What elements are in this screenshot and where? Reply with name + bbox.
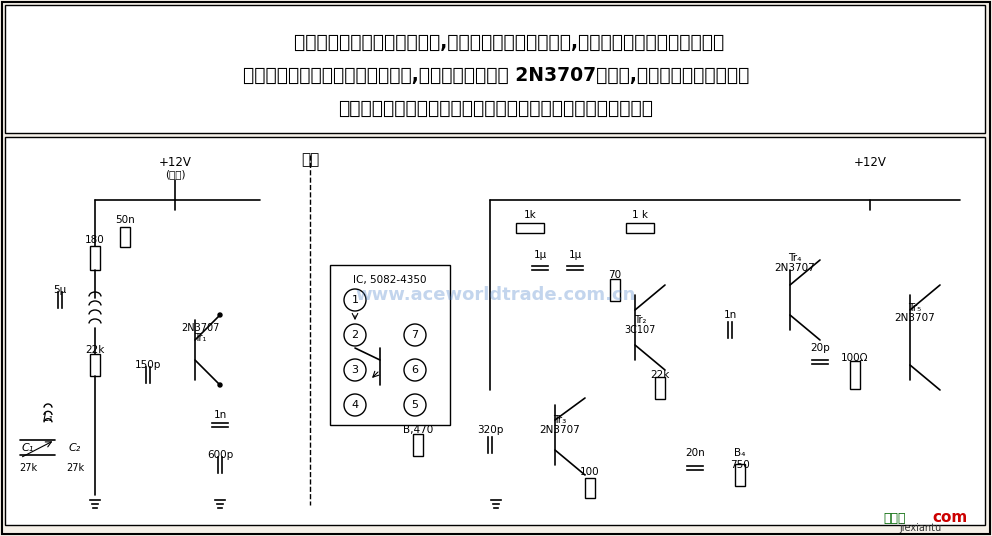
Text: 1n: 1n <box>213 410 226 420</box>
Text: 接线图: 接线图 <box>884 511 907 525</box>
Circle shape <box>218 383 222 387</box>
Text: 750: 750 <box>730 460 750 470</box>
Text: 1 k: 1 k <box>632 210 648 220</box>
Text: 3C107: 3C107 <box>624 325 656 335</box>
Bar <box>120 227 130 247</box>
Text: 22k: 22k <box>85 345 105 355</box>
Text: IC, 5082-4350: IC, 5082-4350 <box>353 275 427 285</box>
Text: C₂: C₂ <box>68 443 81 453</box>
Text: 100: 100 <box>580 467 600 477</box>
FancyBboxPatch shape <box>5 5 985 133</box>
Text: 5: 5 <box>412 400 419 410</box>
Text: Tr₅: Tr₅ <box>909 303 922 313</box>
Text: 2N3707: 2N3707 <box>895 313 935 323</box>
Bar <box>626 223 654 233</box>
Bar <box>655 377 665 399</box>
Circle shape <box>218 313 222 317</box>
Text: 6: 6 <box>412 365 419 375</box>
Text: 600p: 600p <box>207 450 233 460</box>
Text: 20n: 20n <box>685 448 705 458</box>
Text: Tr₁: Tr₁ <box>193 333 206 343</box>
Text: 4: 4 <box>351 400 358 410</box>
Text: 2N3707: 2N3707 <box>540 425 580 435</box>
Text: 2N3707: 2N3707 <box>775 263 815 273</box>
Bar <box>850 361 860 389</box>
Text: 150p: 150p <box>135 360 161 370</box>
Text: 1μ: 1μ <box>534 250 547 260</box>
Text: Tr₃: Tr₃ <box>554 415 566 425</box>
Text: 2: 2 <box>351 330 358 340</box>
Text: 5μ: 5μ <box>54 285 66 295</box>
Text: 影响。振荡器采用发射极耦合电路,晶体管为低噪声的 2N3707。此外,还给出了输出放大器和: 影响。振荡器采用发射极耦合电路,晶体管为低噪声的 2N3707。此外,还给出了输… <box>243 65 749 85</box>
Text: B₄: B₄ <box>734 448 746 458</box>
Text: 1μ: 1μ <box>568 250 581 260</box>
Text: 7: 7 <box>412 330 419 340</box>
Text: L₁: L₁ <box>43 413 54 423</box>
Bar <box>90 354 100 376</box>
Text: 2N3707: 2N3707 <box>181 323 219 333</box>
Bar <box>413 434 423 456</box>
Text: 22k: 22k <box>651 370 670 380</box>
Text: 1: 1 <box>351 295 358 305</box>
Text: 1k: 1k <box>524 210 537 220</box>
Text: 自动幅度控制电路。本电路为业余无线电爱好者用设备而设计。: 自动幅度控制电路。本电路为业余无线电爱好者用设备而设计。 <box>338 99 654 117</box>
Text: 27k: 27k <box>19 463 37 473</box>
Bar <box>516 223 544 233</box>
Bar <box>735 464 745 486</box>
Text: 100Ω: 100Ω <box>841 353 869 363</box>
Text: C₁: C₁ <box>22 443 34 453</box>
Text: jiexiantu: jiexiantu <box>899 523 941 533</box>
Text: Tr₂: Tr₂ <box>634 315 646 325</box>
Text: 该电路具有长时间频率稳定性,可以忽略环境温度的变化,并且消除了脉动负载对频率的: 该电路具有长时间频率稳定性,可以忽略环境温度的变化,并且消除了脉动负载对频率的 <box>268 33 724 51</box>
Text: 320p: 320p <box>477 425 503 435</box>
Text: Tr₄: Tr₄ <box>789 253 802 263</box>
Text: 20p: 20p <box>810 343 830 353</box>
Text: 27k: 27k <box>65 463 84 473</box>
Text: com: com <box>932 510 967 525</box>
Text: 屏蔽: 屏蔽 <box>301 153 319 167</box>
Text: 50n: 50n <box>115 215 135 225</box>
Bar <box>330 265 450 425</box>
Text: +12V: +12V <box>853 157 887 169</box>
Bar <box>610 279 620 301</box>
Bar <box>90 246 100 270</box>
Text: (稳压): (稳压) <box>165 169 186 179</box>
FancyBboxPatch shape <box>5 137 985 525</box>
Text: B,470: B,470 <box>403 425 434 435</box>
Text: 180: 180 <box>85 235 105 245</box>
Bar <box>585 478 595 498</box>
Text: www.aceworldtrade.com.cn: www.aceworldtrade.com.cn <box>356 286 636 304</box>
Text: 1n: 1n <box>723 310 737 320</box>
Text: +12V: +12V <box>159 157 191 169</box>
Text: 3: 3 <box>351 365 358 375</box>
Text: 70: 70 <box>608 270 622 280</box>
